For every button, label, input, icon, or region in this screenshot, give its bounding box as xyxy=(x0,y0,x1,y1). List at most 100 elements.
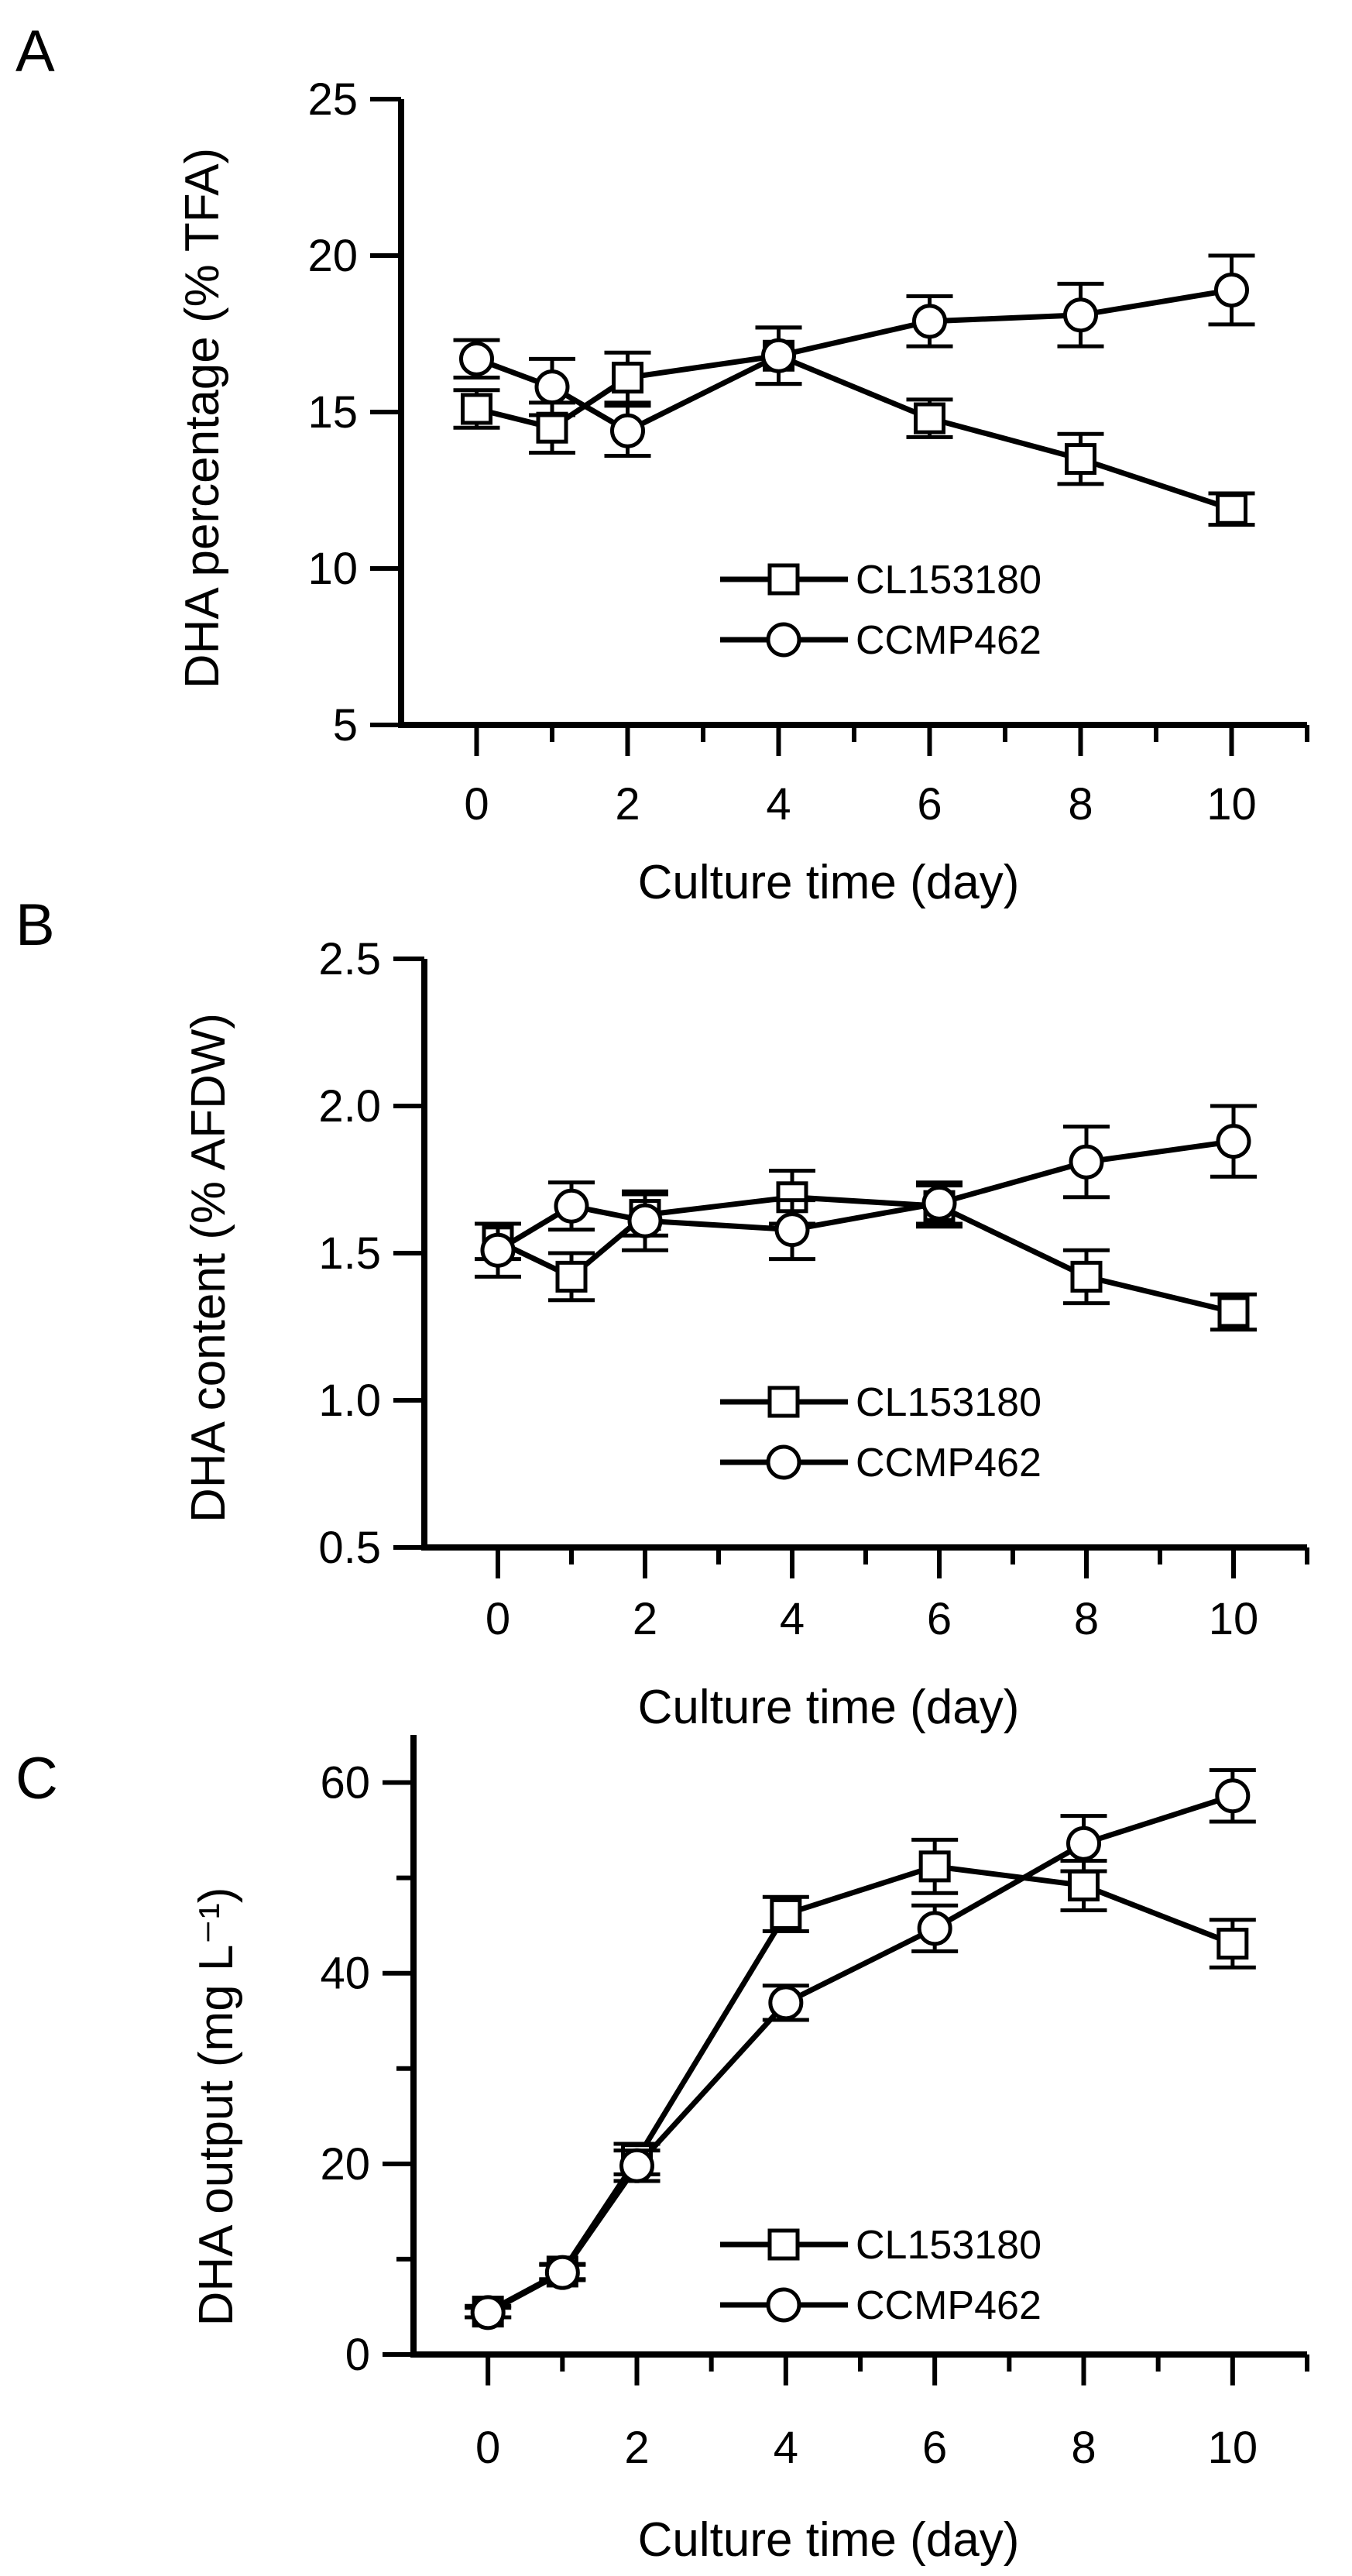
panel-c-legend-cl153180: CL153180 xyxy=(856,2223,1041,2268)
panel-c-ylabel: DHA output (mg L⁻¹) xyxy=(190,1887,243,2327)
panel-a-ylabel: DHA percentage (% TFA) xyxy=(176,148,229,689)
panel-a-point-cl153180 xyxy=(906,397,953,439)
panel-c-x-tick-label: 8 xyxy=(1071,2423,1096,2473)
panel-a-xlabel: Culture time (day) xyxy=(638,856,1020,909)
panel-b-point-ccmp462 xyxy=(475,1221,521,1279)
panel-b-label: B xyxy=(15,892,55,958)
square-marker xyxy=(1070,1260,1103,1293)
panel-a-x-tick-label: 6 xyxy=(917,779,942,829)
square-marker xyxy=(461,393,492,425)
circle-marker xyxy=(627,1203,663,1238)
circle-marker xyxy=(761,338,796,373)
circle-marker xyxy=(1215,1778,1251,1814)
panel-b-x-tick-label: 2 xyxy=(633,1594,657,1644)
panel-a-series-line-cl153180 xyxy=(475,352,1233,512)
panel-c-y-tick-label: 0 xyxy=(345,2330,370,2380)
panel-c-legend: CL153180 CCMP462 xyxy=(720,2223,1041,2328)
panel-c-point-ccmp462 xyxy=(762,1984,809,2022)
square-marker xyxy=(770,1898,802,1930)
legend-circle-marker xyxy=(766,622,801,658)
panel-b-xlabel: Culture time (day) xyxy=(638,1681,1020,1734)
circle-marker xyxy=(480,1232,516,1268)
panel-a-point-ccmp462 xyxy=(1057,281,1104,349)
panel-a-y-tick-label: 20 xyxy=(307,231,358,281)
circle-marker xyxy=(1069,1144,1104,1180)
panel-b-ylabel: DHA content (% AFDW) xyxy=(182,1013,235,1523)
panel-b-y-tick-label: 1.0 xyxy=(318,1376,381,1426)
panel-c-x-tick-label: 6 xyxy=(922,2423,947,2473)
panel-a-x-tick-label: 4 xyxy=(766,779,791,829)
legend-square-marker xyxy=(767,1386,800,1418)
panel-c-point-ccmp462 xyxy=(1209,1768,1256,1824)
square-marker xyxy=(1216,1928,1249,1960)
panel-c-x-tick-label: 10 xyxy=(1208,2423,1258,2473)
panel-b-legend: CL153180 CCMP462 xyxy=(720,1380,1041,1485)
panel-b-point-ccmp462 xyxy=(916,1180,963,1226)
circle-marker xyxy=(544,2255,580,2290)
panel-b-x-tick-label: 0 xyxy=(486,1594,510,1644)
panel-c-point-ccmp462 xyxy=(1060,1814,1107,1874)
circle-marker xyxy=(459,341,494,376)
square-marker xyxy=(612,362,643,394)
panel-a-point-cl153180 xyxy=(604,350,651,405)
panel-b-point-ccmp462 xyxy=(1063,1125,1110,1200)
panel-c-point-cl153180 xyxy=(911,1837,959,1895)
panel-b-x-tick-label: 8 xyxy=(1074,1594,1099,1644)
panel-b-x-tick-label: 10 xyxy=(1209,1594,1259,1644)
panel-c-x-tick-label: 0 xyxy=(475,2423,500,2473)
panel-b-point-ccmp462 xyxy=(1210,1104,1257,1179)
panel-b-y-tick-label: 2.0 xyxy=(318,1081,381,1132)
panel-c-point-ccmp462 xyxy=(613,2148,661,2183)
panel-a-y-tick-label: 15 xyxy=(307,387,358,438)
panel-b: B DHA content (% AFDW) Culture time (day… xyxy=(15,892,1309,1734)
panel-a-x-tick-label: 2 xyxy=(615,779,640,829)
panel-c-y-tick-label: 60 xyxy=(320,1758,370,1808)
panel-b-point-ccmp462 xyxy=(548,1180,595,1232)
panel-a-plot xyxy=(453,253,1255,527)
panel-a-legend-cl153180: CL153180 xyxy=(856,558,1041,603)
panel-b-y-tick-label: 1.5 xyxy=(318,1228,381,1279)
panel-c-legend-ccmp462: CCMP462 xyxy=(856,2283,1041,2328)
panel-a-x-tick-label: 0 xyxy=(464,779,489,829)
panel-c-point-cl153180 xyxy=(762,1894,809,1934)
panel-b-point-ccmp462 xyxy=(769,1198,815,1262)
panel-c-x-tick-label: 4 xyxy=(774,2423,798,2473)
panel-b-axes: 0.5 1.0 1.5 2.0 2.5 0 2 4 6 8 10 xyxy=(318,934,1309,1644)
panel-a-legend: CL153180 CCMP462 xyxy=(720,558,1041,663)
panel-a-point-ccmp462 xyxy=(529,356,575,417)
square-marker xyxy=(1216,493,1247,525)
panel-a-point-cl153180 xyxy=(1057,431,1104,486)
panel-a-point-cl153180 xyxy=(1208,491,1255,527)
panel-c-point-ccmp462 xyxy=(539,2255,586,2290)
legend-circle-marker xyxy=(766,1444,801,1480)
square-marker xyxy=(1068,1869,1100,1901)
square-marker xyxy=(536,411,568,444)
panel-c-plot xyxy=(465,1768,1256,2330)
circle-marker xyxy=(1216,1124,1251,1159)
panel-c-x-tick-label: 2 xyxy=(624,2423,649,2473)
circle-marker xyxy=(1063,297,1098,333)
panel-c-y-tick-label: 40 xyxy=(320,1949,370,1999)
panel-a-x-tick-label: 10 xyxy=(1206,779,1257,829)
panel-b-point-cl153180 xyxy=(548,1251,595,1303)
panel-b-point-cl153180 xyxy=(1063,1248,1110,1306)
panel-a-point-ccmp462 xyxy=(906,294,953,349)
circle-marker xyxy=(610,413,645,448)
square-marker xyxy=(1065,443,1096,476)
circle-marker xyxy=(554,1188,589,1224)
panel-a-x-tick-label: 8 xyxy=(1068,779,1093,829)
panel-b-series-line-ccmp462 xyxy=(496,1139,1234,1253)
square-marker xyxy=(1217,1296,1250,1328)
panel-c-point-ccmp462 xyxy=(911,1903,959,1953)
panel-b-legend-cl153180: CL153180 xyxy=(856,1380,1041,1425)
square-marker xyxy=(555,1260,588,1293)
panel-a-axes: 5 10 15 20 25 0 2 4 6 8 10 xyxy=(307,74,1309,829)
legend-square-marker xyxy=(767,563,800,596)
panel-a-point-ccmp462 xyxy=(453,338,500,380)
panel-c-point-cl153180 xyxy=(1209,1918,1256,1970)
circle-marker xyxy=(619,2148,654,2183)
legend-circle-marker xyxy=(766,2287,801,2323)
panel-a-series-line-ccmp462 xyxy=(475,287,1233,434)
panel-a: A DHA percentage (% TFA) Culture time (d… xyxy=(15,19,1309,909)
panel-b-plot xyxy=(475,1104,1257,1332)
